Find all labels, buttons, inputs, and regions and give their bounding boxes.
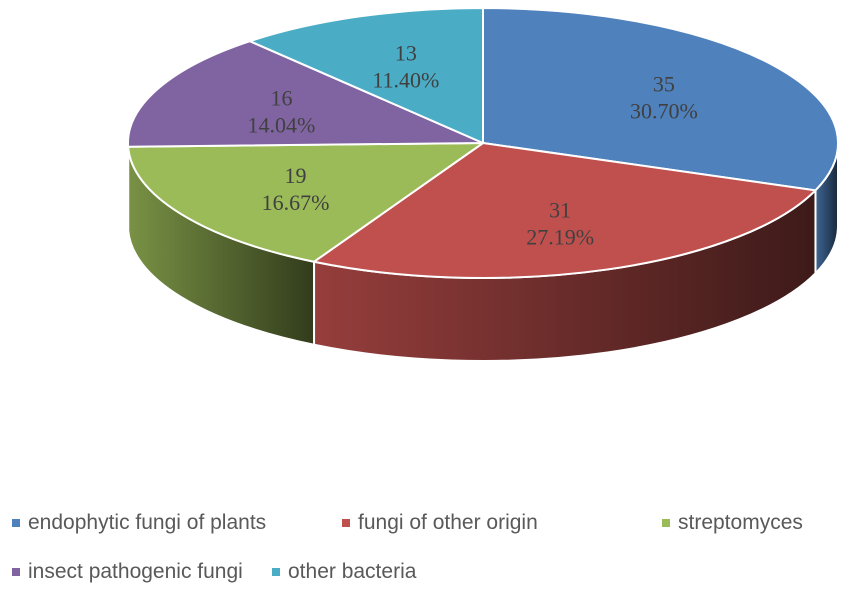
legend-item-streptomyces: streptomyces — [662, 511, 803, 534]
legend-item-fungi-of-other-origin: fungi of other origin — [342, 511, 538, 534]
data-label-value-endophytic-fungi-of-plants: 35 — [653, 71, 675, 96]
slice-other-bacteria — [248, 7, 484, 144]
legend-item-other-bacteria: other bacteria — [272, 560, 417, 583]
legend-swatch — [12, 568, 20, 576]
legend-label: streptomyces — [678, 511, 803, 534]
slice-endophytic-fungi-of-plants — [482, 7, 839, 192]
slice-streptomyces — [127, 142, 484, 263]
data-label-percent-other-bacteria: 11.40% — [372, 68, 439, 93]
slice-insect-pathogenic-fungi — [127, 40, 484, 148]
legend-label: fungi of other origin — [358, 511, 538, 534]
legend-label: insect pathogenic fungi — [28, 560, 243, 583]
legend-item-insect-pathogenic-fungi: insect pathogenic fungi — [12, 560, 243, 583]
legend-label: endophytic fungi of plants — [28, 511, 266, 534]
legend-swatch — [272, 568, 280, 576]
data-label-percent-insect-pathogenic-fungi: 14.04% — [248, 112, 316, 137]
legend-swatch — [662, 519, 670, 527]
data-label-value-other-bacteria: 13 — [395, 41, 417, 66]
pie-tops — [127, 7, 839, 279]
data-label-percent-endophytic-fungi-of-plants: 30.70% — [630, 98, 698, 123]
legend-swatch — [342, 519, 350, 527]
data-label-percent-fungi-of-other-origin: 27.19% — [526, 224, 594, 249]
legend-swatch — [12, 519, 20, 527]
data-label-value-insect-pathogenic-fungi: 16 — [270, 85, 292, 110]
legend-item-endophytic-fungi-of-plants: endophytic fungi of plants — [12, 511, 266, 534]
legend: endophytic fungi of plants fungi of other… — [12, 511, 803, 583]
data-label-value-streptomyces: 19 — [284, 163, 306, 188]
data-label-value-fungi-of-other-origin: 31 — [549, 197, 571, 222]
data-label-percent-streptomyces: 16.67% — [262, 190, 330, 215]
legend-label: other bacteria — [288, 560, 417, 583]
slice-fungi-of-other-origin — [313, 142, 817, 279]
